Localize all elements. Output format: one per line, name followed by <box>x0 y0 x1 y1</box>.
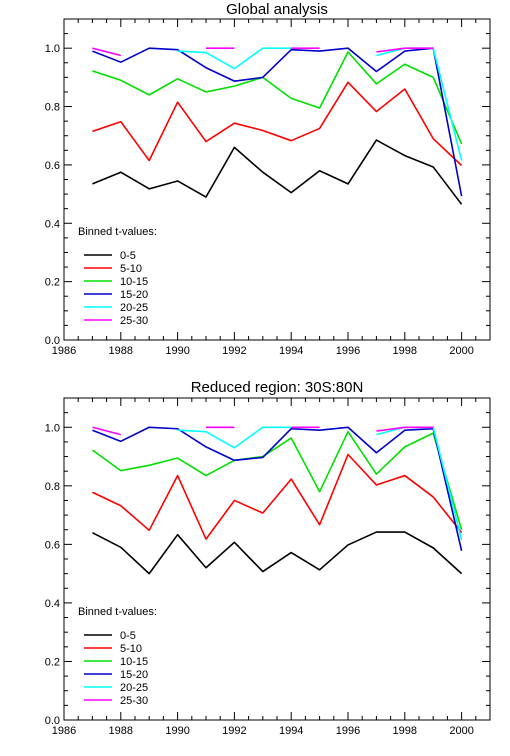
legend-label: 5-10 <box>120 643 142 655</box>
legend-label: 25-30 <box>120 695 148 707</box>
series-0-5 <box>92 531 463 575</box>
x-tick-label: 1998 <box>393 345 417 357</box>
x-tick-label: 1998 <box>393 725 417 737</box>
series-5-10 <box>92 453 463 540</box>
chart-panel-1: Global analysis 1986 1988 1990 1992 1994 1996 1… <box>45 1 491 357</box>
chart-panel-2: Reduced region: 30S:80N 1986 1988 1990 1992 1… <box>45 379 491 737</box>
series-10-15 <box>91 430 463 530</box>
series-line <box>91 430 463 530</box>
series-0-5 <box>92 139 463 205</box>
series-line <box>177 47 292 70</box>
series-line <box>92 426 121 436</box>
legend: Binned t-values: 0-55-1010-1515-2020-2525… <box>78 226 157 327</box>
x-tick-label: 1986 <box>52 725 76 737</box>
legend-label: 0-5 <box>120 630 136 642</box>
series-25-30 <box>92 47 434 57</box>
series-15-20 <box>92 47 463 197</box>
legend-label: 10-15 <box>120 276 148 288</box>
x-tick-label: 2000 <box>449 725 473 737</box>
series-line <box>92 139 463 205</box>
x-tick-label: 1988 <box>109 725 133 737</box>
y-tick-label: 1.0 <box>45 422 60 434</box>
y-tick-label: 0.2 <box>45 277 60 289</box>
series-line <box>92 51 463 145</box>
series-10-15 <box>92 51 463 145</box>
legend-label: 20-25 <box>120 682 148 694</box>
series-line <box>92 81 463 167</box>
x-tick-label: 1994 <box>279 725 303 737</box>
series-line <box>376 47 463 161</box>
legend-label: 20-25 <box>120 302 148 314</box>
y-tick-label: 1.0 <box>45 43 60 55</box>
y-tick-label: 0.8 <box>45 481 60 493</box>
legend-label: 15-20 <box>120 289 148 301</box>
x-tick-label: 1992 <box>222 725 246 737</box>
y-tick-label: 0.4 <box>45 218 60 230</box>
y-tick-label: 0.4 <box>45 598 60 610</box>
y-tick-label: 0.6 <box>45 539 60 551</box>
series-line <box>92 531 463 575</box>
series-25-30 <box>92 426 434 436</box>
legend-label: 15-20 <box>120 669 148 681</box>
y-tick-label: 0.0 <box>45 335 60 347</box>
series-15-20 <box>92 426 463 551</box>
x-tick-label: 1990 <box>165 725 189 737</box>
legend-label: 5-10 <box>120 263 142 275</box>
series-line <box>92 47 463 197</box>
y-tick-label: 0.0 <box>45 715 60 727</box>
series-line <box>177 426 292 449</box>
legend: Binned t-values: 0-55-1010-1515-2020-2525… <box>78 606 157 707</box>
legend-label: 25-30 <box>120 315 148 327</box>
chart-title: Reduced region: 30S:80N <box>191 379 364 396</box>
x-tick-label: 1986 <box>52 345 76 357</box>
series-5-10 <box>92 81 463 167</box>
series-line <box>92 453 463 540</box>
series-line <box>92 47 121 57</box>
legend-label: 0-5 <box>120 250 136 262</box>
x-tick-label: 1994 <box>279 345 303 357</box>
x-tick-label: 2000 <box>449 345 473 357</box>
legend-label: 10-15 <box>120 656 148 668</box>
legend-title: Binned t-values: <box>78 606 157 618</box>
x-tick-label: 1996 <box>336 725 360 737</box>
chart-title: Global analysis <box>226 1 328 18</box>
x-tick-label: 1992 <box>222 345 246 357</box>
legend-title: Binned t-values: <box>78 226 157 238</box>
series-line <box>376 47 434 53</box>
y-tick-label: 0.2 <box>45 656 60 668</box>
x-tick-label: 1996 <box>336 345 360 357</box>
x-tick-label: 1990 <box>165 345 189 357</box>
series-line <box>92 426 463 551</box>
y-tick-label: 0.8 <box>45 102 60 114</box>
series-20-25 <box>177 47 463 161</box>
series-line <box>376 426 434 432</box>
x-tick-label: 1988 <box>109 345 133 357</box>
y-tick-label: 0.6 <box>45 160 60 172</box>
